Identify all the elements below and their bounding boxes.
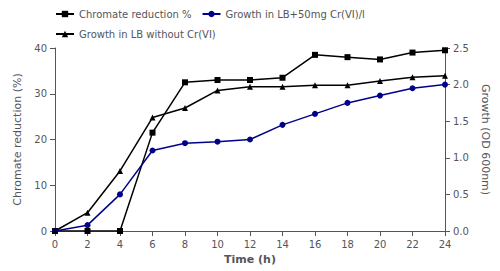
- svg-text:10: 10: [34, 180, 47, 191]
- svg-text:4: 4: [117, 239, 123, 250]
- svg-text:18: 18: [341, 239, 354, 250]
- svg-text:24: 24: [439, 239, 452, 250]
- svg-text:2.5: 2.5: [453, 43, 469, 54]
- svg-text:Chromate reduction (%): Chromate reduction (%): [11, 73, 24, 205]
- svg-text:16: 16: [309, 239, 322, 250]
- svg-text:2.0: 2.0: [453, 79, 469, 90]
- svg-text:2: 2: [84, 239, 90, 250]
- svg-text:10: 10: [211, 239, 224, 250]
- svg-text:0: 0: [41, 226, 47, 237]
- svg-text:30: 30: [34, 88, 47, 99]
- svg-text:12: 12: [244, 239, 257, 250]
- svg-text:22: 22: [406, 239, 419, 250]
- svg-text:14: 14: [276, 239, 289, 250]
- svg-text:40: 40: [34, 43, 47, 54]
- svg-text:20: 20: [374, 239, 387, 250]
- svg-text:0.0: 0.0: [453, 226, 469, 237]
- svg-text:8: 8: [182, 239, 188, 250]
- svg-text:Growth (OD 600nm): Growth (OD 600nm): [479, 84, 492, 195]
- svg-text:Growth in LB+50mg Cr(VI)/l: Growth in LB+50mg Cr(VI)/l: [226, 9, 365, 20]
- svg-text:1.0: 1.0: [453, 152, 469, 163]
- svg-text:Growth in LB without Cr(VI): Growth in LB without Cr(VI): [79, 29, 216, 40]
- svg-text:20: 20: [34, 134, 47, 145]
- svg-text:Time (h): Time (h): [224, 253, 276, 266]
- svg-text:6: 6: [149, 239, 155, 250]
- svg-text:0: 0: [52, 239, 58, 250]
- svg-text:1.5: 1.5: [453, 116, 469, 127]
- svg-text:Chromate reduction %: Chromate reduction %: [79, 9, 192, 20]
- svg-text:0.5: 0.5: [453, 189, 469, 200]
